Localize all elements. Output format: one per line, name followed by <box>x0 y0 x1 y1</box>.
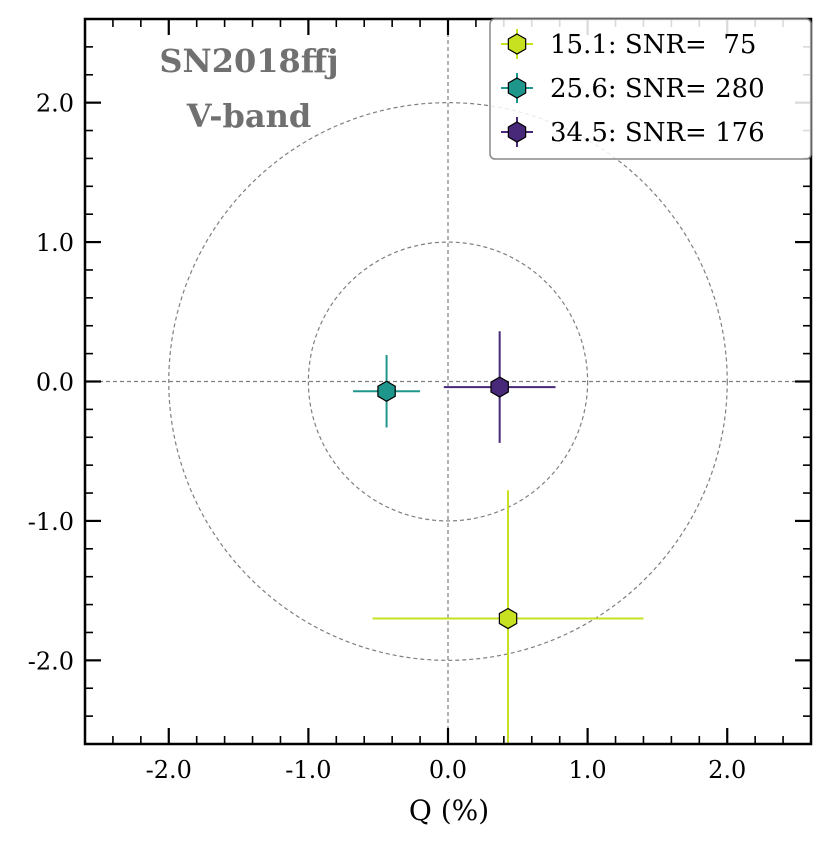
data-point-series-1 <box>353 355 421 428</box>
legend-marker <box>507 77 527 99</box>
legend-label: 15.1: SNR= 75 <box>550 30 756 60</box>
legend-entry-1: 25.6: SNR= 280 <box>501 73 765 104</box>
legend-marker <box>507 33 527 55</box>
legend-entry-2: 34.5: SNR= 176 <box>501 117 765 148</box>
legend-entry-0: 15.1: SNR= 75 <box>501 29 756 60</box>
annotation-band: V-band <box>186 97 312 135</box>
x-tick-label: 1.0 <box>569 756 607 784</box>
legend-marker <box>507 121 527 143</box>
data-point-series-0 <box>372 490 644 744</box>
x-axis-title: Q (%) <box>409 794 489 827</box>
reference-layer <box>85 19 811 744</box>
tick-labels: -2.0 -1.0 0.0 1.0 2.0 -2.0 -1.0 0.0 1.0 2.0 <box>28 90 747 784</box>
data-marker <box>498 607 518 630</box>
annotation-object-name: SN2018ffj <box>159 42 338 80</box>
data-layer <box>353 331 644 744</box>
y-tick-label: -1.0 <box>28 508 74 536</box>
reference-circle-1 <box>168 102 728 661</box>
reference-circle-0 <box>307 241 589 522</box>
y-tick-label: -2.0 <box>28 647 74 675</box>
legend-frame <box>489 18 812 160</box>
x-tick-label: -2.0 <box>146 756 192 784</box>
x-tick-label: 0.0 <box>429 756 467 784</box>
data-point-series-2 <box>443 331 556 443</box>
data-marker <box>490 376 509 398</box>
ticks-layer <box>84 18 812 745</box>
y-tick-label: 1.0 <box>36 229 74 257</box>
legend-label: 25.6: SNR= 280 <box>550 74 765 104</box>
data-marker <box>377 380 396 402</box>
x-tick-label: -1.0 <box>285 756 331 784</box>
y-tick-label: 2.0 <box>36 90 74 118</box>
y-tick-label: 0.0 <box>36 369 74 397</box>
x-tick-label: 2.0 <box>708 756 746 784</box>
legend-label: 34.5: SNR= 176 <box>550 118 765 148</box>
legend: 15.1: SNR= 75 25.6: SNR= 280 34.5: SNR= 17… <box>489 18 812 160</box>
